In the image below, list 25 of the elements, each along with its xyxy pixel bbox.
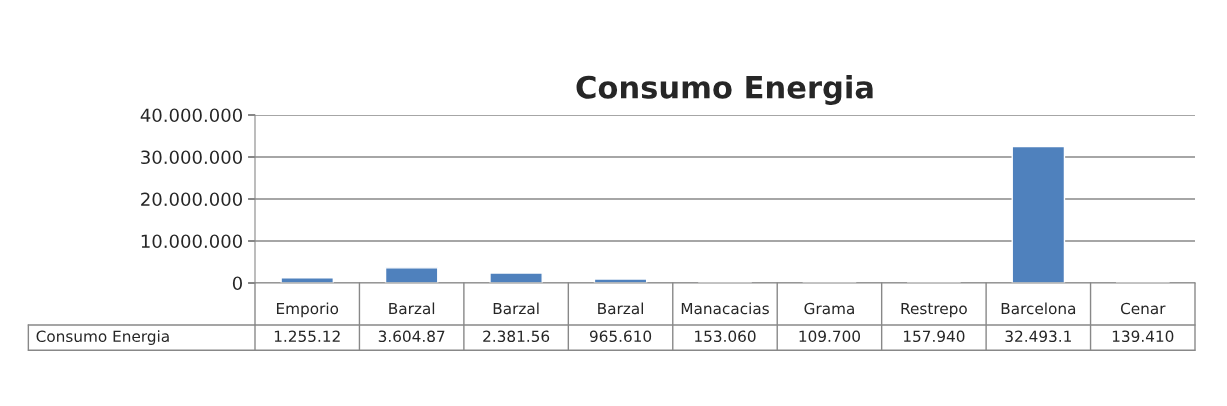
y-tick-label: 0 [232,276,242,291]
data-label: 157.940 [903,330,965,343]
x-tick-label: Barcelona [1001,302,1076,315]
x-tick-label: Restrepo [901,302,967,318]
data-label: 1.255.12 [274,330,340,343]
x-tick-label: Cenar [1120,302,1166,315]
y-tick-label: 10.000.000 [141,234,242,249]
x-tick-label: Emporio [276,302,339,318]
x-tick-label: Grama [804,302,854,315]
text: Consumo Energia [36,330,169,345]
data-label: 139.410 [1112,330,1174,343]
x-tick-label: Barzal [598,302,643,315]
x-tick-label: Barzal [493,302,539,315]
x-tick-label: Barzal [389,302,435,315]
data-label: 32.493.1 [1005,330,1071,343]
y-tick-label: 40.000.000 [140,108,242,123]
y-tick-label: 20.000.000 [141,192,242,207]
data-label: 965.610 [589,330,652,343]
y-tick-label: 30.000.000 [141,150,242,165]
data-label: 3.604.87 [378,330,445,343]
data-label: 109.700 [799,330,861,343]
chart-title: Consumo Energia [576,75,873,105]
data-label: 153.060 [695,330,756,343]
data-label: 2.381.56 [483,330,550,343]
x-tick-label: Manacacias [681,302,769,315]
